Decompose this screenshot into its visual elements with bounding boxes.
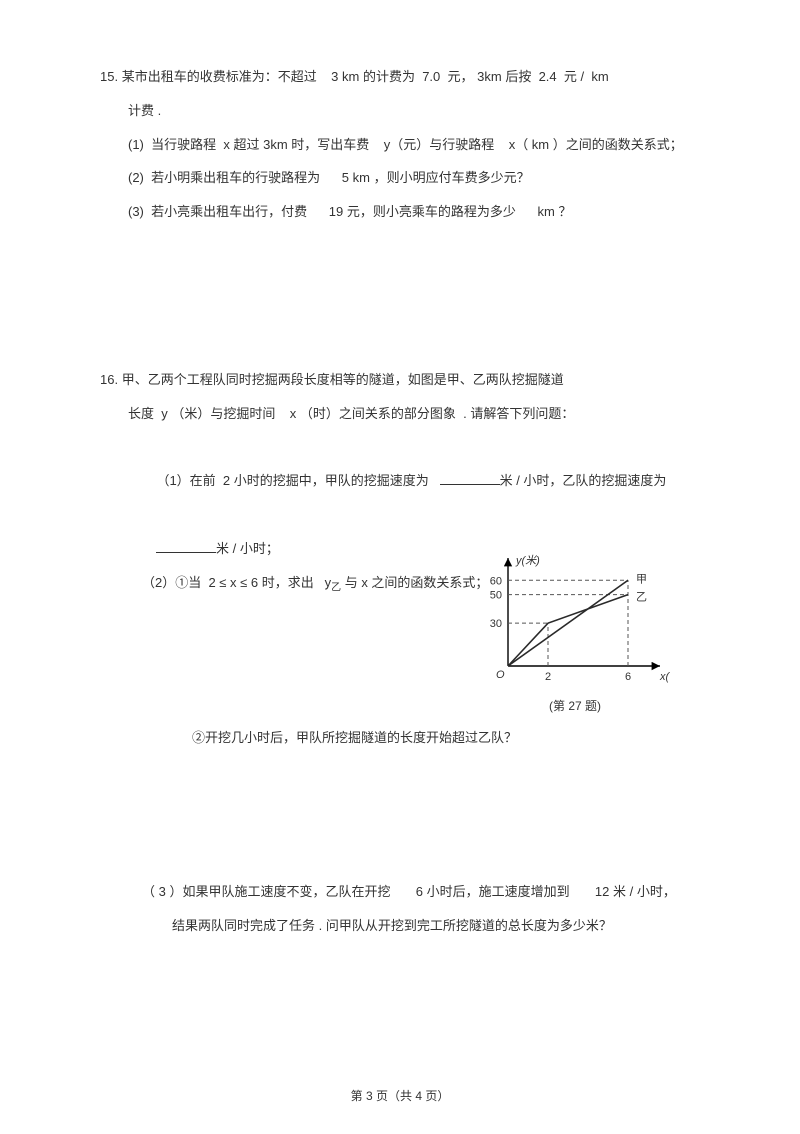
blank-field [440,472,500,485]
spacer [100,755,710,875]
q15-text: 某市出租车的收费标准为：不超过 3 km 的计费为 7.0 元， 3km 后按 … [122,69,609,84]
svg-text:O: O [496,669,505,681]
q15-part3: (3) 若小亮乘出租车出行，付费 19 元，则小亮乘车的路程为多少 km ？ [100,195,710,229]
q15-part1: (1) 当行驶路程 x 超过 3km 时，写出车费 y（元）与行驶路程 x（ k… [100,128,710,162]
chart-caption: (第 27 题) [470,697,680,714]
svg-text:乙: 乙 [636,591,647,604]
q16-part1: （1）在前 2 小时的挖掘中，甲队的挖掘速度为 米 / 小时，乙队的挖掘速度为 [100,431,710,532]
svg-text:x(时): x(时) [659,670,670,683]
q16-part3b: 结果两队同时完成了任务 . 问甲队从开挖到完工所挖隧道的总长度为多少米？ [100,909,710,943]
q15-line1: 15. 某市出租车的收费标准为：不超过 3 km 的计费为 7.0 元， 3km… [100,60,710,94]
q16-part2b: ②开挖几小时后，甲队所挖掘隧道的长度开始超过乙队？ [100,721,710,755]
blank-field [156,540,216,553]
svg-text:50: 50 [490,590,502,602]
svg-text:y(米): y(米) [515,554,540,567]
q15-line2: 计费 . [100,94,710,128]
q16-part3a: （ 3 ）如果甲队施工速度不变，乙队在开挖 6 小时后，施工速度增加到 12 米… [100,875,710,909]
q15-part2: (2) 若小明乘出租车的行驶路程为 5 km ，则小明应付车费多少元？ [100,161,710,195]
q16-line1: 16. 甲、乙两个工程队同时挖掘两段长度相等的隧道，如图是甲、乙两队挖掘隧道 [100,363,710,397]
page-footer: 第 3 页（共 4 页） [0,1087,800,1104]
q15-number: 15. [100,69,118,84]
q16-line2: 长度 y （米）与挖掘时间 x （时）之间关系的部分图象 . 请解答下列问题： [100,397,710,431]
svg-text:30: 30 [490,618,502,630]
svg-text:甲: 甲 [636,573,647,585]
q16-text: 甲、乙两个工程队同时挖掘两段长度相等的隧道，如图是甲、乙两队挖掘隧道 [122,372,564,387]
chart-svg: y(米) x(时) O 30 50 60 2 6 甲乙 [470,548,670,688]
spacer [100,253,710,363]
svg-text:2: 2 [545,671,551,683]
svg-text:6: 6 [625,671,631,683]
chart-figure: y(米) x(时) O 30 50 60 2 6 甲乙 (第 27 题) [470,548,680,714]
question-15: 15. 某市出租车的收费标准为：不超过 3 km 的计费为 7.0 元， 3km… [100,60,710,229]
q16-number: 16. [100,372,118,387]
svg-text:60: 60 [490,575,502,587]
